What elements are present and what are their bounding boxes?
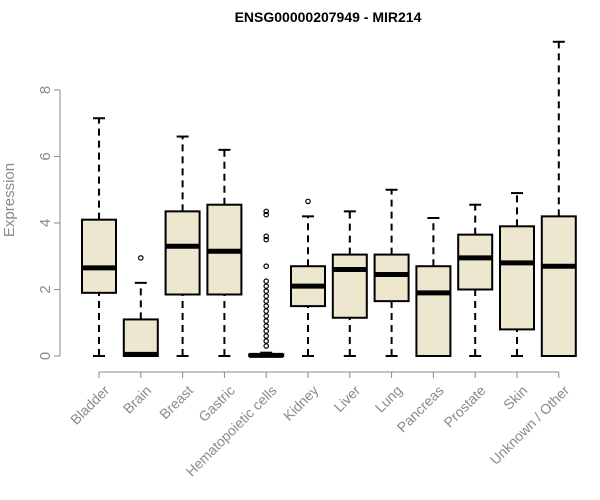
box-group-unknown-other <box>540 40 577 357</box>
outlier-point <box>263 288 270 294</box>
outlier-point <box>263 283 270 289</box>
box <box>499 225 535 331</box>
outlier-point <box>263 313 270 319</box>
outlier-point <box>305 198 311 205</box>
box <box>331 253 368 319</box>
box <box>415 265 452 358</box>
box-group-skin <box>499 192 535 357</box>
outlier-point <box>263 211 270 218</box>
y-tick-label: 0 <box>37 352 54 360</box>
box <box>457 233 494 291</box>
x-tick-label: Skin <box>500 382 531 413</box>
box <box>540 215 577 357</box>
box <box>164 210 201 296</box>
y-tick-label: 6 <box>37 152 54 160</box>
x-tick-label: Bladder <box>67 382 113 428</box>
box-group-gastric <box>206 148 243 357</box>
box <box>81 218 117 294</box>
outlier-point <box>263 308 270 314</box>
outlier-point <box>263 338 270 344</box>
outlier-point <box>263 233 270 240</box>
y-tick-label: 4 <box>37 219 54 227</box>
outlier-point <box>263 318 270 324</box>
box-group-prostate <box>457 203 494 357</box>
outlier-point <box>263 263 270 270</box>
y-axis-label: Expression <box>1 163 18 237</box>
outlier-point <box>263 323 270 329</box>
outlier-point <box>263 278 270 284</box>
box <box>122 318 159 357</box>
outlier-point <box>263 343 270 349</box>
outlier-point <box>263 333 270 339</box>
box-group-breast <box>164 135 201 357</box>
x-tick-label: Liver <box>330 382 363 415</box>
outlier-point <box>263 298 270 304</box>
box-group-bladder <box>81 117 117 357</box>
box <box>373 253 410 303</box>
plot-area <box>81 40 577 358</box>
outlier-point <box>263 236 270 243</box>
box-group-brain <box>122 255 159 357</box>
box-group-kidney <box>290 198 326 357</box>
x-tick-label: Lung <box>372 382 405 415</box>
box-group-hematopoietic-cells <box>248 208 285 358</box>
x-tick-label: Kidney <box>280 382 322 424</box>
x-tick-label: Unknown / Other <box>487 382 573 468</box>
outlier-point <box>263 293 270 299</box>
box-group-liver <box>331 210 368 357</box>
x-tick-label: Prostate <box>440 382 488 430</box>
x-tick-label: Breast <box>156 382 196 422</box>
outlier-point <box>138 255 144 261</box>
y-tick-label: 8 <box>37 86 54 94</box>
x-tick-label: Brain <box>120 382 154 416</box>
box-group-pancreas <box>415 217 452 358</box>
outlier-point <box>263 328 270 334</box>
outlier-point <box>263 208 270 215</box>
chart-title: ENSG00000207949 - MIR214 <box>235 9 422 25</box>
box-group-lung <box>373 188 410 357</box>
outlier-point <box>263 303 270 309</box>
y-tick-label: 2 <box>37 285 54 293</box>
